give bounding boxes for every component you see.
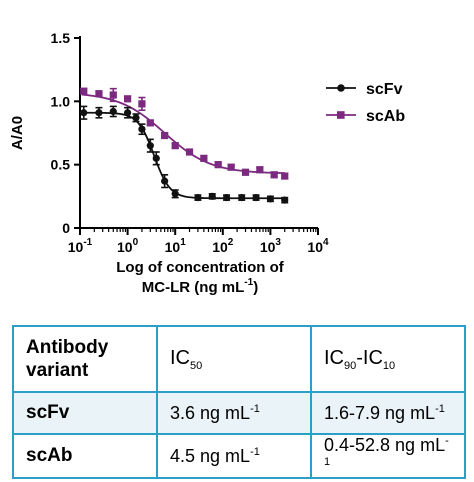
row-ic-range: 0.4-52.8 ng mL-1 xyxy=(310,433,466,479)
table-row: scAb 4.5 ng mL-1 0.4-52.8 ng mL-1 xyxy=(12,433,466,479)
point-scab xyxy=(270,171,278,179)
y-axis-label: A/A0 xyxy=(9,116,26,150)
x-tick-label: 103 xyxy=(260,237,282,255)
header-antibody-line2: variant xyxy=(26,360,89,381)
y-tick-label: 0 xyxy=(62,220,70,236)
point-scab xyxy=(95,90,103,98)
row-ic50: 3.6 ng mL-1 xyxy=(156,391,312,435)
header-ic90-sub: 90 xyxy=(344,359,357,372)
point-scab xyxy=(80,87,88,95)
point-scfv xyxy=(238,194,246,202)
point-scab xyxy=(241,168,250,176)
point-scfv xyxy=(252,194,260,202)
point-scab xyxy=(214,161,222,169)
row-ic50: 4.5 ng mL-1 xyxy=(156,433,312,479)
point-scfv xyxy=(138,125,146,133)
dose-response-chart: 0 0.5 1.0 1.5 10-1 100 101 102 103 104 scFv scAb A… xyxy=(9,30,405,296)
point-scfv xyxy=(266,195,274,203)
table-row: scFv 3.6 ng mL-1 1.6-7.9 ng mL-1 xyxy=(12,391,466,435)
point-scfv xyxy=(222,194,231,202)
row-range-value: 1.6-7.9 ng mL xyxy=(324,402,436,423)
data-points xyxy=(80,87,289,204)
point-scab xyxy=(200,154,208,162)
point-scab xyxy=(124,95,132,103)
row-ic50-value: 4.5 ng mL xyxy=(170,445,251,466)
point-scfv xyxy=(146,142,154,150)
row-range-value: 0.4-52.8 ng mL xyxy=(324,435,446,455)
x-tick-label: 101 xyxy=(165,237,187,255)
point-scfv xyxy=(281,196,289,204)
x-axis-label-main: MC-LR (ng mL xyxy=(142,279,244,296)
header-ic90-main: IC xyxy=(324,346,344,369)
row-ic-range: 1.6-7.9 ng mL-1 xyxy=(310,391,466,435)
x-tick-label: 100 xyxy=(117,237,139,255)
row-ic50-sup: -1 xyxy=(250,445,260,458)
ic-values-table: Antibody variant IC50 IC90-IC10 scFv 3.6 … xyxy=(12,325,466,479)
x-axis-label-sup: -1 xyxy=(244,277,253,288)
chart-legend: scFv scAb xyxy=(326,81,405,125)
header-ic-range: IC90-IC10 xyxy=(310,325,466,393)
legend-marker-scab xyxy=(337,111,345,119)
header-ic50-sub: 50 xyxy=(190,359,203,372)
x-axis-label-end: ) xyxy=(253,279,258,296)
header-ic50: IC50 xyxy=(156,325,312,393)
point-scfv xyxy=(124,109,132,117)
point-scfv xyxy=(95,109,103,117)
header-antibody-line1: Antibody xyxy=(26,337,109,358)
y-tick-label: 1.5 xyxy=(51,30,71,46)
point-scab xyxy=(109,91,117,99)
x-tick-label: 104 xyxy=(307,237,329,255)
point-scfv xyxy=(152,154,160,162)
point-scfv xyxy=(208,192,216,200)
point-scab xyxy=(146,119,154,127)
point-scab xyxy=(185,148,194,156)
row-range-sup: -1 xyxy=(324,435,449,468)
table-header-row: Antibody variant IC50 IC90-IC10 xyxy=(12,325,466,393)
chart-axes: 0 0.5 1.0 1.5 10-1 100 101 102 103 104 xyxy=(51,30,329,255)
row-variant-name: scAb xyxy=(12,433,158,479)
row-ic50-value: 3.6 ng mL xyxy=(170,402,251,423)
point-scfv xyxy=(80,109,88,117)
legend-label-scfv: scFv xyxy=(366,81,403,98)
header-ic10-sub: 10 xyxy=(382,359,396,372)
point-scfv xyxy=(132,114,140,122)
header-ic10-main: -IC xyxy=(356,346,383,369)
point-scab xyxy=(161,131,169,140)
point-scab xyxy=(256,166,264,174)
point-scfv xyxy=(194,194,202,202)
row-ic50-sup: -1 xyxy=(250,402,260,415)
x-axis-label-line2: MC-LR (ng mL-1) xyxy=(142,277,258,296)
row-variant-name: scFv xyxy=(12,391,158,435)
x-tick-label: 10-1 xyxy=(68,237,93,255)
header-ic50-main: IC xyxy=(170,346,190,369)
point-scfv xyxy=(161,177,169,185)
chart-svg: 0 0.5 1.0 1.5 10-1 100 101 102 103 104 scFv scAb A… xyxy=(9,30,405,296)
point-scab xyxy=(281,172,289,180)
point-scab xyxy=(171,142,179,150)
legend-marker-scfv xyxy=(337,84,345,92)
point-scfv xyxy=(109,107,117,116)
fit-curve-scfv xyxy=(81,111,285,200)
header-antibody-variant: Antibody variant xyxy=(12,325,158,393)
legend-label-scab: scAb xyxy=(366,108,405,125)
point-scfv xyxy=(171,190,179,198)
y-tick-label: 1.0 xyxy=(51,93,71,109)
x-tick-label: 102 xyxy=(212,237,234,255)
x-axis-label-line1: Log of concentration of xyxy=(116,259,284,276)
point-scab xyxy=(138,100,146,108)
row-range-sup: -1 xyxy=(435,402,445,415)
point-scab xyxy=(227,163,235,171)
y-tick-label: 0.5 xyxy=(51,157,71,173)
